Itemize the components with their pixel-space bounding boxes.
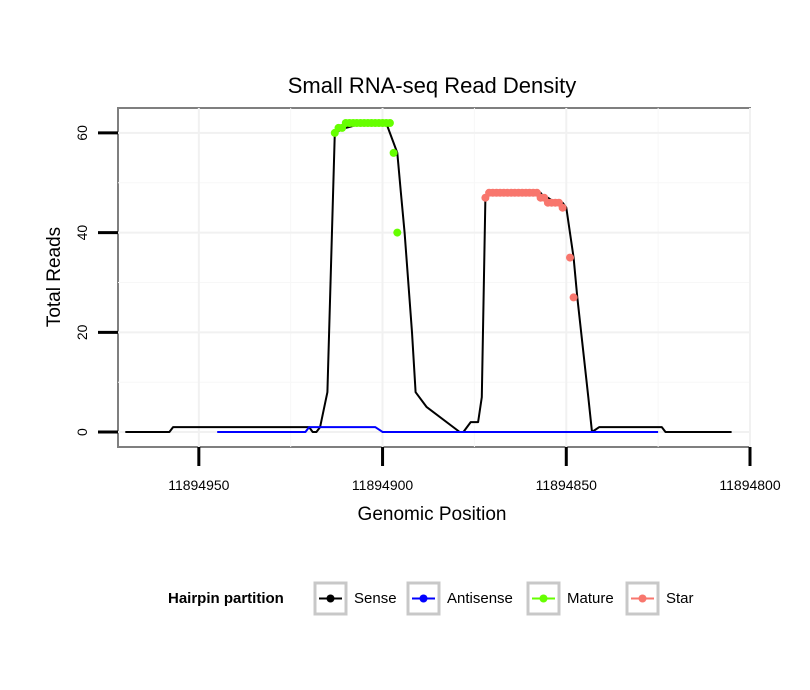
- legend-label: Star: [666, 590, 694, 607]
- legend-key-point: [638, 594, 647, 603]
- legend-item-antisense: Antisense: [406, 581, 513, 616]
- plot-panel: [117, 107, 751, 448]
- legend-key-point: [539, 594, 548, 603]
- grid-lines: [118, 108, 751, 447]
- x-axis-title: Genomic Position: [358, 504, 507, 525]
- y-tick-label: 40: [74, 225, 90, 241]
- legend-label: Sense: [354, 590, 397, 607]
- legend-key-point: [419, 594, 428, 603]
- point-star: [569, 293, 578, 302]
- legend-item-mature: Mature: [526, 581, 614, 616]
- x-tick-label: 11894800: [719, 477, 780, 493]
- x-tick-label: 11894950: [168, 477, 229, 493]
- point-mature: [389, 148, 398, 157]
- points-layer: [330, 119, 578, 302]
- y-tick-label: 0: [74, 428, 90, 436]
- legend-key-point: [326, 594, 335, 603]
- series-line-antisense: [217, 426, 659, 433]
- point-mature: [393, 228, 402, 237]
- legend: Sense Antisense Mature Star: [313, 581, 694, 616]
- axes: 0 20 40 60 11894950 11894900 11894850 11894800: [74, 125, 781, 493]
- legend-label: Antisense: [447, 590, 513, 607]
- y-tick-label: 20: [74, 324, 90, 340]
- y-tick-label: 60: [74, 125, 90, 141]
- series-layer: [125, 122, 732, 433]
- chart-title: Small RNA-seq Read Density: [288, 73, 577, 98]
- legend-title: Hairpin partition: [168, 590, 284, 607]
- y-axis-title: Total Reads: [44, 227, 65, 327]
- legend-item-star: Star: [625, 581, 694, 616]
- legend-item-sense: Sense: [313, 581, 397, 616]
- legend-label: Mature: [567, 590, 614, 607]
- point-mature: [385, 119, 394, 127]
- point-star: [558, 203, 567, 212]
- x-tick-label: 11894900: [352, 477, 413, 493]
- point-star: [566, 253, 574, 262]
- series-line-sense: [125, 122, 732, 433]
- x-tick-label: 11894850: [536, 477, 597, 493]
